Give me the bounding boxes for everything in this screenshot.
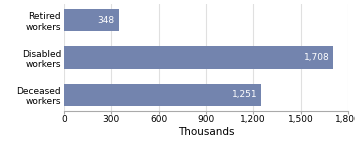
Text: 348: 348 [98,16,115,25]
Bar [64,9,119,31]
Bar [64,46,333,69]
Bar [64,84,261,106]
X-axis label: Thousands: Thousands [178,127,234,137]
Text: 1,251: 1,251 [232,90,257,99]
Text: 1,708: 1,708 [304,53,329,62]
